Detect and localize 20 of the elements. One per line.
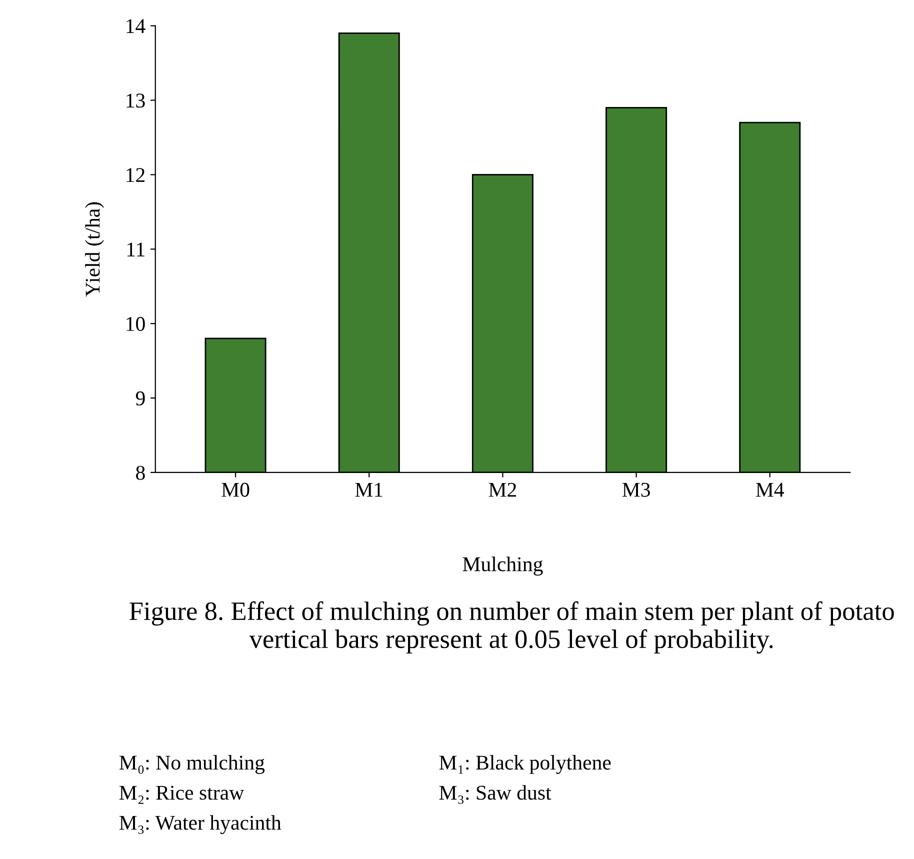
y-tick-label: 9 xyxy=(136,391,145,406)
x-tick-label: M3 xyxy=(622,482,650,497)
y-tick-label: 11 xyxy=(127,242,144,256)
text: M₃: Saw dust xyxy=(439,785,552,804)
x-axis-title: Mulching xyxy=(462,556,543,576)
text: M₀: No mulching xyxy=(119,755,265,774)
y-tick-label: 8 xyxy=(136,466,145,480)
caption: Figure 8. Effect of mulching on number of main stem per plant of potato vertical bars represent at 0.05 level of probability. xyxy=(130,601,894,654)
y-tick-label: 12 xyxy=(126,168,145,182)
x-tick-label: M0 xyxy=(222,482,250,497)
y-tick-label: 14 xyxy=(126,19,146,33)
text: M₃: Water hyacinth xyxy=(119,815,282,834)
text: M₁: Black polythene xyxy=(439,755,611,774)
x-tick-label: M2 xyxy=(488,482,516,497)
x-tick-label: M1 xyxy=(355,482,382,497)
y-tick-label: 13 xyxy=(126,94,145,108)
x-tick-label: M4 xyxy=(756,482,784,497)
y-tick-label: 10 xyxy=(126,316,145,331)
y-axis-title: Yield (t/ha) xyxy=(85,202,104,297)
text: M₂: Rice straw xyxy=(119,786,244,804)
